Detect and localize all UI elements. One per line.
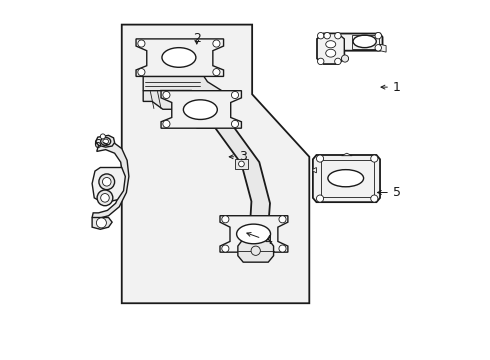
Circle shape (97, 218, 106, 228)
Circle shape (317, 155, 323, 162)
Circle shape (231, 91, 239, 99)
Polygon shape (92, 167, 125, 203)
Polygon shape (220, 216, 288, 252)
Circle shape (251, 246, 260, 255)
Polygon shape (122, 24, 309, 303)
Ellipse shape (162, 48, 196, 67)
Ellipse shape (328, 170, 364, 187)
Ellipse shape (103, 139, 109, 144)
Polygon shape (96, 135, 115, 147)
Polygon shape (92, 217, 112, 229)
Text: 1: 1 (381, 81, 401, 94)
Text: 6: 6 (93, 138, 107, 151)
Circle shape (213, 68, 220, 76)
Ellipse shape (326, 49, 336, 57)
Circle shape (335, 32, 341, 39)
Text: 5: 5 (377, 186, 401, 199)
Circle shape (138, 68, 145, 76)
Circle shape (222, 216, 229, 223)
Polygon shape (143, 91, 173, 109)
Ellipse shape (342, 57, 348, 61)
Circle shape (342, 55, 348, 62)
Circle shape (100, 194, 109, 202)
Circle shape (318, 32, 324, 39)
Polygon shape (342, 153, 352, 156)
Circle shape (279, 216, 286, 223)
Circle shape (371, 195, 378, 202)
Circle shape (375, 45, 381, 51)
Ellipse shape (100, 138, 111, 145)
Polygon shape (161, 91, 270, 239)
Circle shape (375, 32, 381, 39)
Polygon shape (317, 33, 344, 64)
Circle shape (231, 120, 239, 127)
Polygon shape (136, 39, 223, 76)
Text: 3: 3 (229, 150, 247, 163)
Circle shape (100, 134, 105, 139)
Ellipse shape (237, 224, 270, 244)
Circle shape (97, 190, 113, 206)
Ellipse shape (353, 35, 376, 48)
Text: 2: 2 (193, 32, 201, 45)
Polygon shape (235, 158, 248, 169)
Ellipse shape (326, 41, 336, 48)
Circle shape (371, 155, 378, 162)
Circle shape (222, 245, 229, 252)
Circle shape (335, 58, 341, 64)
Polygon shape (161, 91, 242, 128)
Polygon shape (92, 143, 129, 219)
Circle shape (239, 161, 245, 167)
Circle shape (279, 245, 286, 252)
Circle shape (102, 177, 111, 186)
Polygon shape (313, 155, 380, 202)
Polygon shape (143, 76, 222, 128)
Circle shape (138, 40, 145, 47)
Circle shape (163, 91, 170, 99)
Circle shape (318, 58, 324, 64)
Circle shape (324, 32, 330, 39)
Polygon shape (317, 33, 383, 64)
Circle shape (99, 174, 115, 190)
Polygon shape (238, 239, 273, 262)
Circle shape (213, 40, 220, 47)
Circle shape (317, 195, 323, 202)
Circle shape (163, 120, 170, 127)
Ellipse shape (183, 100, 218, 120)
Text: 4: 4 (247, 233, 272, 247)
Polygon shape (313, 167, 317, 173)
Polygon shape (380, 44, 386, 52)
